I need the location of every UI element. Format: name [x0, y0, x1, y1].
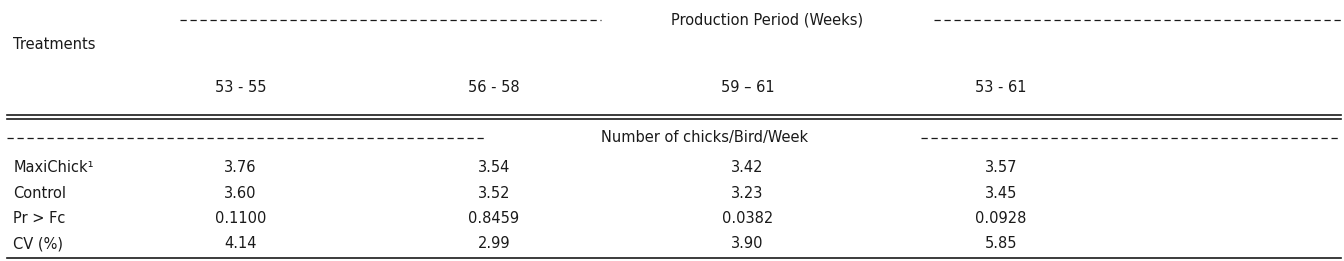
Text: 3.23: 3.23: [731, 186, 763, 201]
Text: 3.90: 3.90: [731, 236, 763, 251]
Text: 4.14: 4.14: [224, 236, 257, 251]
Text: 0.0382: 0.0382: [722, 211, 773, 226]
Text: 3.76: 3.76: [224, 160, 257, 175]
Text: 3.60: 3.60: [224, 186, 257, 201]
Text: 3.42: 3.42: [731, 160, 763, 175]
Text: 0.8459: 0.8459: [468, 211, 519, 226]
Text: 3.57: 3.57: [985, 160, 1017, 175]
Text: 0.1100: 0.1100: [215, 211, 266, 226]
Text: CV (%): CV (%): [13, 236, 63, 251]
Text: 3.52: 3.52: [477, 186, 511, 201]
Text: 2.99: 2.99: [477, 236, 511, 251]
Text: Pr > Fc: Pr > Fc: [13, 211, 66, 226]
Text: 53 - 55: 53 - 55: [215, 80, 266, 95]
Text: 3.45: 3.45: [985, 186, 1017, 201]
Text: 59 – 61: 59 – 61: [720, 80, 774, 95]
Text: 0.0928: 0.0928: [976, 211, 1027, 226]
Text: 3.54: 3.54: [477, 160, 509, 175]
Text: Number of chicks/Bird/Week: Number of chicks/Bird/Week: [601, 130, 808, 145]
Text: Control: Control: [13, 186, 66, 201]
Text: Treatments: Treatments: [13, 37, 95, 52]
Text: Production Period (Weeks): Production Period (Weeks): [672, 12, 863, 27]
Text: 5.85: 5.85: [985, 236, 1017, 251]
Text: MaxiChick¹: MaxiChick¹: [13, 160, 94, 175]
Text: 56 - 58: 56 - 58: [468, 80, 520, 95]
Text: 53 - 61: 53 - 61: [976, 80, 1027, 95]
